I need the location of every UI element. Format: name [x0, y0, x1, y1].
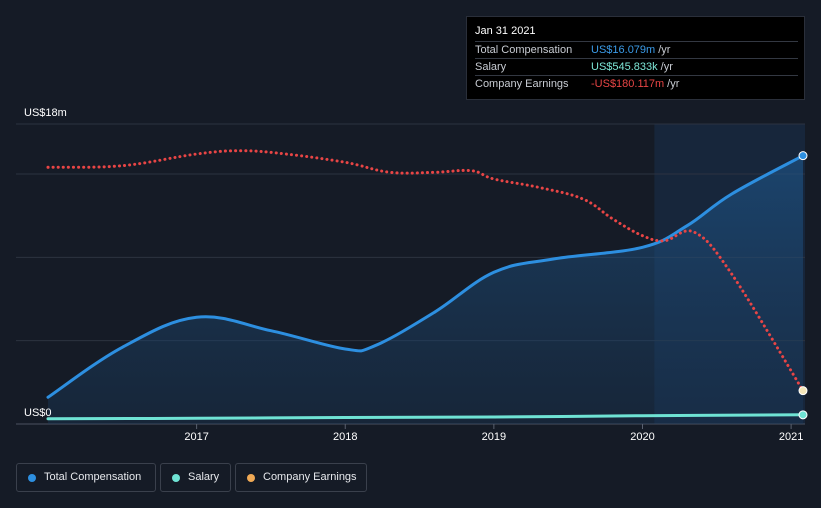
- legend-label: Total Compensation: [44, 471, 142, 483]
- legend-dot-icon: [247, 474, 255, 482]
- tooltip-row-salary: Salary US$545.833k/yr: [475, 58, 798, 76]
- legend-dot-icon: [28, 474, 36, 482]
- compensation-chart: 2017 2018 2019 2020 2021 US$18m US$0: [16, 107, 808, 443]
- legend-item-company-earnings[interactable]: Company Earnings: [235, 463, 367, 492]
- total-compensation-area: [48, 155, 803, 424]
- tooltip-value: US$16.079m/yr: [591, 44, 671, 56]
- x-tick-label: 2018: [333, 431, 357, 443]
- salary-line: [46, 413, 805, 421]
- tooltip-label: Company Earnings: [475, 78, 569, 90]
- salary-end-point: [798, 410, 808, 420]
- legend-dot-icon: [172, 474, 180, 482]
- x-tick-label: 2017: [184, 431, 208, 443]
- tooltip-date: Jan 31 2021: [475, 25, 536, 37]
- total-compensation-line: [46, 154, 805, 399]
- x-tick-label: 2019: [482, 431, 506, 443]
- y-axis-label-max: US$18m: [24, 107, 67, 119]
- tooltip-value: US$545.833k/yr: [591, 61, 673, 73]
- tooltip-value: -US$180.117m/yr: [591, 78, 680, 90]
- y-axis-label-min: US$0: [24, 407, 52, 419]
- company-earnings-end-point: [798, 386, 808, 396]
- total-compensation-end-point: [798, 151, 808, 161]
- legend-label: Salary: [188, 471, 220, 483]
- tooltip-label: Total Compensation: [475, 44, 573, 56]
- x-tick-label: 2021: [779, 431, 803, 443]
- tooltip-row-company-earnings: Company Earnings -US$180.117m/yr: [475, 75, 798, 93]
- legend-item-total-compensation[interactable]: Total Compensation: [16, 463, 156, 492]
- legend-item-salary[interactable]: Salary: [160, 463, 231, 492]
- x-tick-label: 2020: [630, 431, 654, 443]
- tooltip-label: Salary: [475, 61, 507, 73]
- legend-label: Company Earnings: [263, 471, 357, 483]
- tooltip-row-total-compensation: Total Compensation US$16.079m/yr: [475, 41, 798, 59]
- hover-tooltip: Jan 31 2021 Total Compensation US$16.079…: [466, 16, 805, 100]
